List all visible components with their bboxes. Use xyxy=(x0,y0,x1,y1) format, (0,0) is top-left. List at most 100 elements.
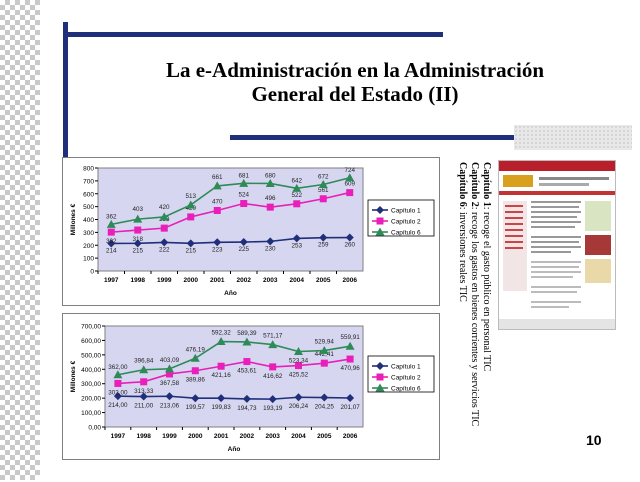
data-point xyxy=(190,353,200,362)
data-point xyxy=(346,189,354,197)
data-label: 259 xyxy=(318,242,329,249)
vertical-accent-bar xyxy=(63,22,68,157)
legend-label: Capítulo 2 xyxy=(391,375,421,382)
data-point xyxy=(187,213,195,221)
data-point xyxy=(345,173,355,182)
data-label: 362 xyxy=(106,213,117,220)
data-point xyxy=(293,200,301,208)
data-label: 421,16 xyxy=(211,372,231,379)
data-point xyxy=(217,362,225,370)
chapter-note-3: Capítulo 6: inversiones reales TIC xyxy=(457,162,468,302)
x-tick-label: 2005 xyxy=(317,433,332,440)
chart-panel-1: 0 100 200 300 400 500 600 700 800 1997 1998 1999 200… xyxy=(62,157,440,306)
data-label: 589,39 xyxy=(237,330,257,337)
y-tick-label: 700,00 xyxy=(81,324,101,331)
data-point xyxy=(318,179,328,188)
data-label: 681 xyxy=(238,172,249,179)
x-tick-label: 2004 xyxy=(290,277,305,284)
data-point xyxy=(166,370,173,378)
series-line xyxy=(111,236,350,245)
legend-label: Capítulo 2 xyxy=(391,219,421,226)
data-point xyxy=(216,337,226,346)
data-label: 403,09 xyxy=(160,357,180,364)
data-point xyxy=(295,362,302,370)
data-point xyxy=(212,181,222,190)
series-2: 302,00 313,33 367,58 389,86 421,16 453,61 416,… xyxy=(108,351,360,396)
data-point xyxy=(266,203,274,211)
data-label: 416,62 xyxy=(263,373,283,380)
y-tick-label: 500,00 xyxy=(81,352,101,359)
page-number: 10 xyxy=(586,432,602,448)
data-label: 222 xyxy=(159,246,170,253)
data-point xyxy=(139,365,149,374)
data-point xyxy=(107,239,116,248)
data-point xyxy=(320,393,329,402)
data-point xyxy=(134,226,142,234)
data-point xyxy=(186,239,195,248)
legend-label: Capítulo 6 xyxy=(391,386,421,393)
data-label: 260 xyxy=(344,242,355,249)
x-tick-label: 1999 xyxy=(162,433,177,440)
data-label: 225 xyxy=(238,246,249,253)
y-tick-label: 100,00 xyxy=(81,410,101,417)
series-2: 302318333420470524496522561609 xyxy=(106,181,356,246)
legend-marker xyxy=(376,362,384,370)
series-1: 214 215 222 215 223 225 230 253 259 260 xyxy=(106,233,355,254)
data-point xyxy=(266,237,275,246)
x-tick-label: 2002 xyxy=(240,433,255,440)
x-axis-title: Año xyxy=(224,290,237,297)
thumb-left-menu xyxy=(503,201,527,291)
data-label: 253 xyxy=(291,242,302,249)
data-point xyxy=(292,234,301,243)
chart-panel-2: 0,00 100,00 200,00 300,00 400,00 500,00 600,00… xyxy=(62,313,440,460)
data-point xyxy=(346,393,355,402)
data-label: 513 xyxy=(185,193,196,200)
data-label: 204,25 xyxy=(315,404,335,411)
series-line xyxy=(117,358,351,385)
legend-label: Capítulo 1 xyxy=(391,364,421,371)
y-tick-label: 300,00 xyxy=(81,381,101,388)
plot-area xyxy=(104,325,364,428)
data-point xyxy=(240,200,248,208)
y-tick-label: 600,00 xyxy=(81,338,101,345)
x-tick-label: 2002 xyxy=(237,277,252,284)
thumb-logo xyxy=(503,175,533,187)
data-label: 211,00 xyxy=(134,403,153,410)
y-tick-label: 0 xyxy=(90,269,94,276)
x-tick-label: 2003 xyxy=(263,277,278,284)
data-label: 214 xyxy=(106,247,117,254)
data-label: 318 xyxy=(132,236,143,243)
thumb-header-bar xyxy=(499,161,615,171)
slide-title-line2: General del Estado (II) xyxy=(251,82,459,106)
data-label: 496 xyxy=(265,195,276,202)
chapter-note-2: Capítulo 2: recoge los gastos en bienes … xyxy=(469,162,480,427)
data-point xyxy=(133,214,143,223)
data-label: 592,32 xyxy=(211,330,231,337)
y-axis-title: Millones € xyxy=(70,360,77,392)
y-tick-label: 0,00 xyxy=(88,425,101,432)
data-label: 680 xyxy=(265,172,276,179)
data-label: 194,73 xyxy=(237,405,257,412)
thumb-title-line xyxy=(539,183,589,186)
data-label: 389,86 xyxy=(186,377,206,384)
legend-marker xyxy=(376,206,384,214)
y-tick-label: 200 xyxy=(83,243,94,250)
data-label: 672 xyxy=(318,173,329,180)
chapter-notes: Capítulo 1: recoge el gasto público en p… xyxy=(448,162,492,482)
data-label: 215 xyxy=(185,247,196,254)
data-point xyxy=(242,394,251,403)
series-3: 362,00 396,84 403,09 476,19 592,32 589,39 571,… xyxy=(108,330,360,379)
legend-marker xyxy=(376,373,384,381)
series-line xyxy=(111,191,350,233)
legend-marker xyxy=(375,383,385,392)
x-tick-label: 2001 xyxy=(210,277,225,284)
data-point xyxy=(239,238,248,247)
y-tick-label: 500 xyxy=(83,204,94,211)
checker-pattern-decoration xyxy=(0,0,40,480)
data-point xyxy=(268,340,278,349)
y-axis-title: Millones € xyxy=(70,203,77,235)
x-tick-label: 2006 xyxy=(343,277,358,284)
data-label: 442,41 xyxy=(315,351,335,358)
data-point xyxy=(213,206,221,214)
data-point xyxy=(106,219,116,228)
